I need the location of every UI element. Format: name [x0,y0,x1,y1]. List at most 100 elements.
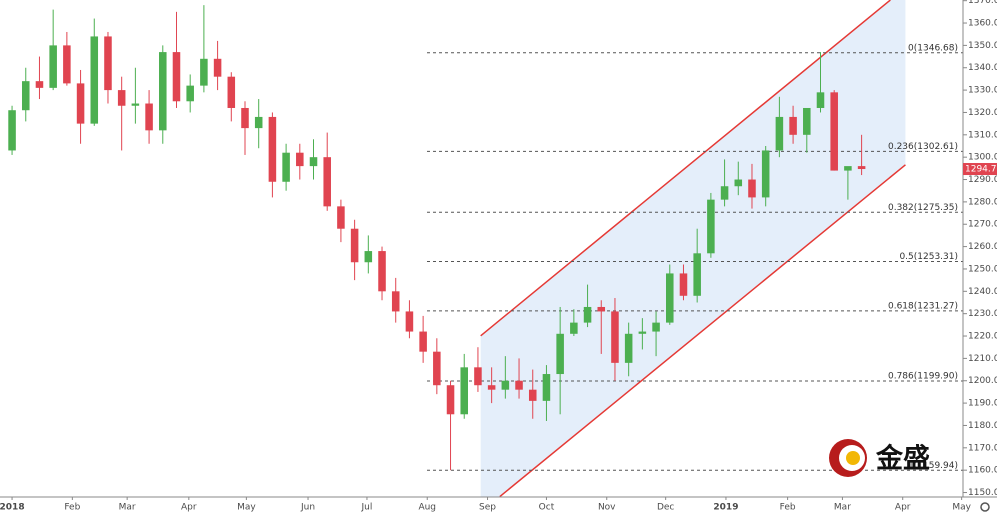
candle-body [419,331,427,352]
fib-label: 0.5(1253.31) [899,252,958,262]
gear[interactable] [980,502,990,512]
candle-body [460,367,469,415]
candle-body [131,103,140,106]
candle-body [337,206,345,229]
candle-body [296,152,304,167]
last-price-tag [963,163,997,176]
candle-body [172,52,181,102]
fibonacci: 0(1346.68) 0.236(1302.61) 0.382(1275.35) 0.… [427,43,963,471]
y-tick-label: 1310.00 [968,130,997,140]
candle-body [707,199,715,254]
y-tick-label: 1250.00 [968,264,997,274]
candle-body [213,58,222,77]
watermark: 金盛 [875,443,930,475]
x-tick-label: Oct [539,503,555,513]
y-tick-label: 1150.00 [968,488,997,498]
fib-label: 1(1159.94) [908,461,958,471]
candle-body [117,90,126,106]
candle-body [857,166,866,170]
candle-body [528,389,537,401]
candle-body [597,306,606,312]
y-tick-label: 1190.00 [968,399,997,409]
x-tick-label: May [237,503,256,513]
candle-body [21,81,30,111]
candle-body [583,306,592,323]
candle-body [254,116,263,129]
candle-body [35,81,44,88]
candle-body [268,116,277,182]
y-tick-label: 1320.00 [968,108,997,118]
x-tick-label: 2019 [713,503,738,513]
candle-body [76,83,85,124]
candle-body [446,385,455,415]
x-tick-label: Apr [181,503,197,513]
y-tick-label: 1280.00 [968,197,997,207]
y-tick-label: 1290.00 [968,175,997,185]
channel-line [480,0,891,337]
last-price-label: 1294.70 [965,165,997,175]
candle-body [624,333,633,363]
candle-body [474,367,482,386]
candle-body [638,331,647,334]
y-tick-label: 1360.00 [968,19,997,29]
y-tick-label: 1230.00 [968,309,997,319]
candle-body [227,76,236,108]
y-tick-label: 1300.00 [968,153,997,163]
x-tick-label: Apr [895,503,911,513]
candle-body [200,58,208,86]
x-tick-label: Aug [418,503,436,513]
y-tick-label: 1270.00 [968,220,997,230]
y-tick-label: 1220.00 [968,332,997,342]
candle-body [679,273,688,296]
y-tick-label: 1180.00 [968,421,997,431]
fib-label: 0.618(1231.27) [888,301,958,311]
candle-body [693,253,701,296]
y-tick-label: 1350.00 [968,41,997,51]
candle-body [652,322,660,332]
fib-label: 0.786(1199.90) [888,371,958,381]
candle-body [515,380,523,390]
x-tick-label: Dec [657,503,674,513]
candle-body [323,157,331,207]
candle-body [104,36,112,91]
candle-body [830,92,838,171]
candle-body [844,166,852,171]
candle-body [8,110,16,151]
candle-body [159,52,167,131]
candle-body [186,85,194,102]
x-tick-label: 2018 [0,503,25,513]
candle-body [775,116,784,151]
fib-label: 0(1346.68) [908,43,958,53]
candle-body [761,150,770,198]
y-tick-label: 1340.00 [968,63,997,73]
settings-icon[interactable] [980,502,990,512]
channel-line [499,164,906,497]
logo: 金盛 [829,439,930,477]
candle-body [789,116,797,135]
candle-body [241,107,249,129]
candle-body [501,380,510,390]
candle-body [90,36,99,124]
candle-body [570,322,578,334]
fib-label: 0.382(1275.35) [888,203,958,213]
y-tick-label: 1240.00 [968,287,997,297]
candles [8,5,866,471]
candle-body [734,179,743,187]
candle-body [405,311,414,332]
y-tick-label: 1170.00 [968,443,997,453]
candle-body [803,107,811,135]
candle-body [282,152,290,182]
x-tick-label: Feb [64,503,80,513]
candle-body [433,351,441,386]
x-tick-label: Mar [119,503,136,513]
candle-body [145,103,153,131]
y-tick-label: 1260.00 [968,242,997,252]
x-tick-label: Jun [300,503,315,513]
candle-body [391,291,400,312]
y-tick-label: 1160.00 [968,466,997,476]
plot-area [480,0,906,497]
candle-body [309,157,318,167]
x-tick-label: Sep [479,503,496,513]
candle-body [487,385,496,390]
